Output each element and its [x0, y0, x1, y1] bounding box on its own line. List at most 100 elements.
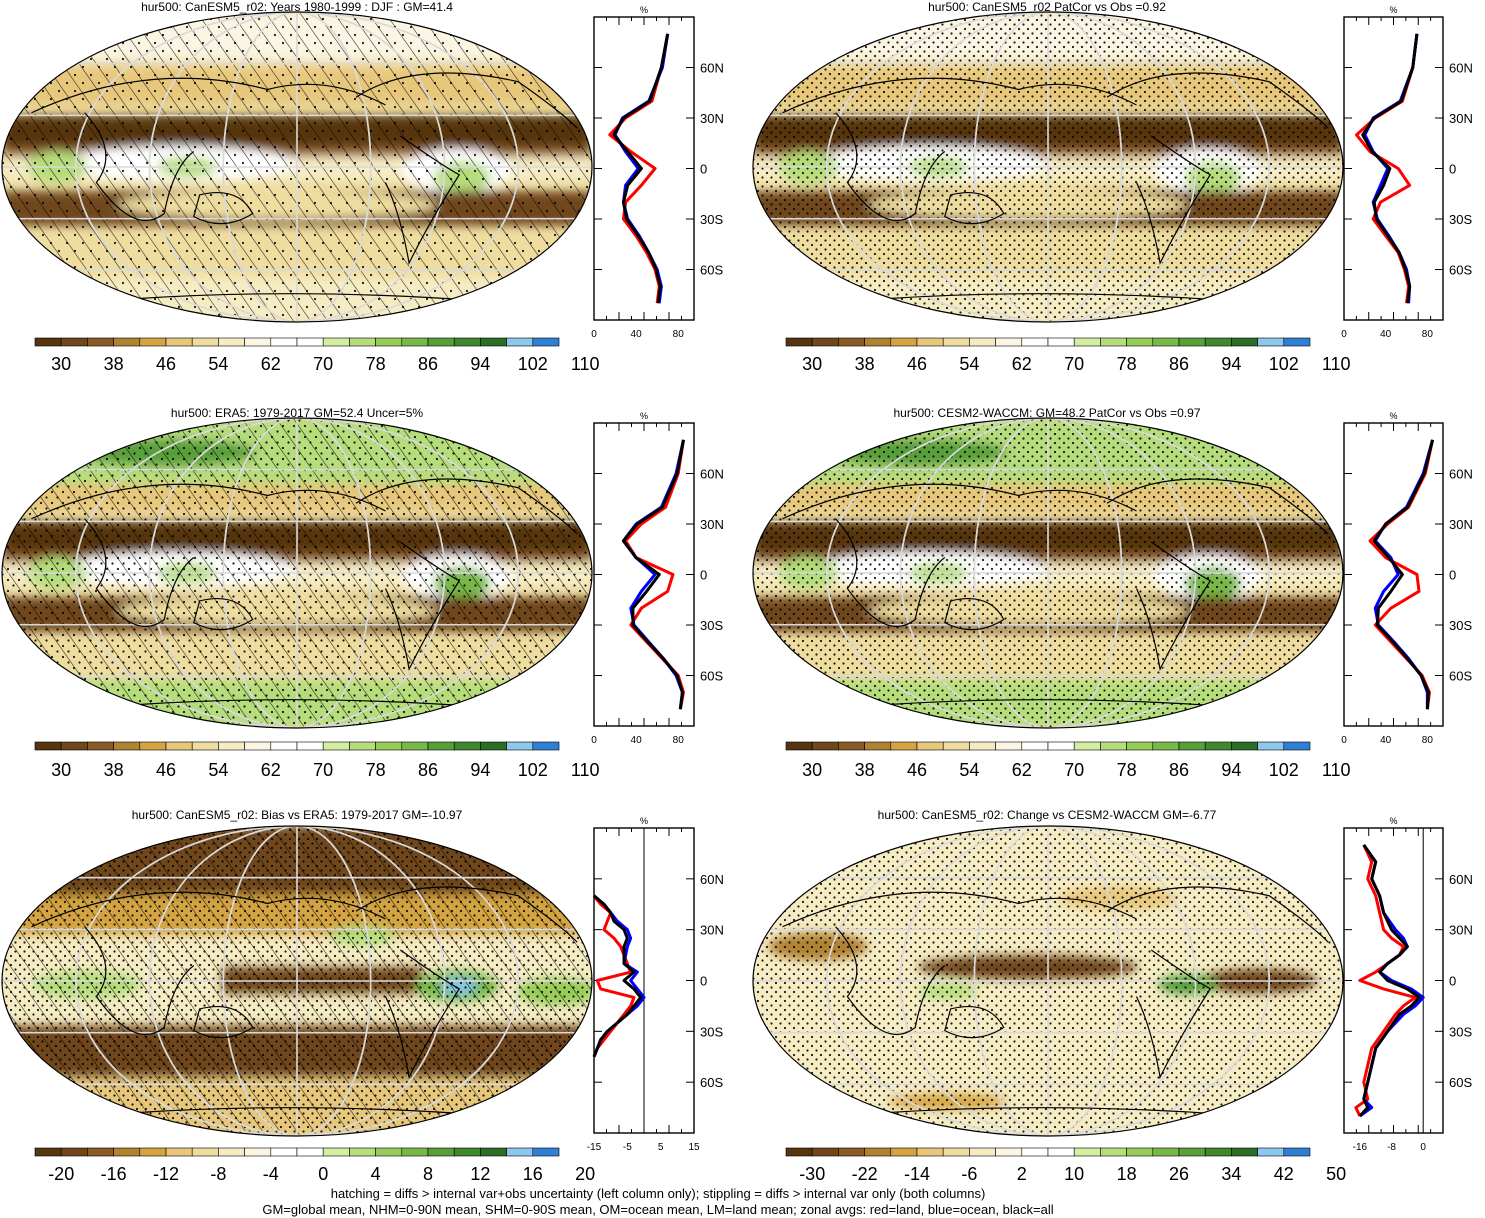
lat-tick-label: 30S [1449, 618, 1472, 633]
colorbar-swatch [785, 741, 813, 751]
colorbar-label: -16 [101, 1164, 127, 1184]
lat-tick-label: 30S [700, 618, 723, 633]
colorbar-label: 38 [104, 760, 124, 780]
colorbar-swatch [60, 1147, 88, 1157]
colorbar-label: 8 [423, 1164, 433, 1184]
colorbar-swatch [995, 1147, 1023, 1157]
colorbar-swatch [916, 741, 944, 751]
panel-title: hur500: CanESM5_r02: Change vs CESM2-WAC… [878, 808, 1217, 822]
colorbar-swatch [890, 337, 918, 347]
colorbar-label: 2 [1017, 1164, 1027, 1184]
profile-x-tick: 0 [1420, 1142, 1426, 1153]
profile-x-tick: 0 [591, 329, 597, 340]
colorbar-swatch [34, 1147, 62, 1157]
profile-x-tick: 0 [1341, 735, 1347, 746]
colorbar-swatch [1073, 741, 1101, 751]
colorbar-label: 94 [1221, 760, 1241, 780]
colorbar-swatch [1152, 337, 1180, 347]
colorbar-swatch [890, 741, 918, 751]
colorbar-swatch [1021, 1147, 1049, 1157]
profile-frame [1343, 422, 1444, 727]
panels-group: hur500: CanESM5_r02: Years 1980-1999 : D… [1, 0, 1473, 1184]
colorbar-swatch [401, 337, 429, 347]
colorbar-label: 34 [1221, 1164, 1241, 1184]
colorbar-swatch [532, 741, 560, 751]
colorbar-swatch [349, 741, 376, 751]
colorbar-label: 102 [518, 354, 548, 374]
colorbar-swatch [969, 337, 996, 347]
profile-unit: % [640, 816, 648, 826]
zonal-profile: % 0 40 80 60N 30N 0 30S 60S [591, 411, 724, 746]
colorbar-label: 62 [1012, 760, 1032, 780]
colorbar-label: 62 [261, 760, 281, 780]
profile-unit: % [1389, 5, 1397, 15]
profile-line-land [1354, 844, 1417, 1117]
colorbar-swatch [864, 337, 892, 347]
panel-4: hur500: CESM2-WACCM: GM=48.2 PatCor vs O… [752, 406, 1473, 780]
profile-line-all [592, 894, 643, 1058]
colorbar-swatch [401, 741, 429, 751]
lat-tick-label: 60N [1449, 61, 1473, 76]
colorbar-swatch [1178, 337, 1206, 347]
colorbar-label: 70 [313, 354, 333, 374]
map-field [2, 418, 592, 728]
colorbar-swatch [1231, 741, 1258, 751]
profile-x-tick: 5 [658, 1142, 664, 1153]
lat-tick-label: 30S [1449, 212, 1472, 227]
colorbar-label: -4 [263, 1164, 279, 1184]
map-field [753, 826, 1343, 1136]
lat-tick-label: 60S [700, 263, 723, 278]
colorbar-swatch [1152, 741, 1180, 751]
colorbar-swatch [1231, 337, 1258, 347]
colorbar-swatch [942, 337, 970, 347]
colorbar-swatch [427, 337, 455, 347]
colorbar-swatch [811, 1147, 839, 1157]
colorbar-label: 102 [518, 760, 548, 780]
colorbar-label: 54 [959, 760, 979, 780]
colorbar: 30 38 46 54 62 70 78 86 94 102 110 [785, 741, 1351, 780]
colorbar-swatch [1126, 741, 1154, 751]
lat-tick-label: 30N [1449, 517, 1473, 532]
colorbar-swatch [1021, 337, 1049, 347]
colorbar-label: 38 [104, 354, 124, 374]
colorbar-swatch [113, 741, 141, 751]
profile-x-tick: 0 [1341, 329, 1347, 340]
profile-x-tick: -8 [1387, 1142, 1396, 1153]
zonal-profile: % 0 40 80 60N 30N 0 30S 60S [1341, 5, 1473, 340]
profile-line-all [1358, 844, 1421, 1118]
colorbar-label: 110 [571, 354, 600, 374]
profile-frame [593, 16, 695, 321]
zonal-profile: % 0 40 80 60N 30N 0 30S 60S [591, 5, 724, 340]
lat-tick-label: 60S [700, 1075, 723, 1090]
colorbar-label: 78 [366, 760, 386, 780]
graticule [753, 418, 1343, 728]
colorbar-label: 86 [418, 354, 438, 374]
colorbar: 30 38 46 54 62 70 78 86 94 102 110 [785, 337, 1351, 374]
colorbar-swatch [506, 337, 534, 347]
colorbar-swatch [270, 337, 298, 347]
panel-title: hur500: CanESM5_r02 PatCor vs Obs =0.92 [928, 0, 1166, 14]
zonal-profile: % 0 40 80 60N 30N 0 30S 60S [1341, 411, 1473, 746]
lat-tick-label: 30N [700, 923, 724, 938]
profile-x-tick: 0 [591, 735, 597, 746]
colorbar-swatch [864, 741, 892, 751]
colorbar-swatch [427, 741, 455, 751]
colorbar-swatch [838, 1147, 865, 1157]
colorbar-swatch [244, 741, 272, 751]
lat-tick-label: 60N [700, 872, 724, 887]
colorbar-swatch [1126, 337, 1154, 347]
colorbar-label: 0 [318, 1164, 328, 1184]
profile-x-tick: 15 [688, 1142, 700, 1153]
colorbar-swatch [270, 741, 298, 751]
profile-line-land [592, 894, 636, 1058]
colorbar-swatch [1204, 741, 1232, 751]
colorbar-swatch [296, 337, 324, 347]
colorbar-swatch [113, 337, 141, 347]
zonal-profile: % -15 -5 5 15 60N 30N 0 30S 60S [587, 816, 724, 1153]
colorbar-swatch [218, 741, 245, 751]
panel-title: hur500: CESM2-WACCM: GM=48.2 PatCor vs O… [893, 406, 1200, 420]
colorbar-swatch [890, 1147, 918, 1157]
map-field [2, 12, 592, 322]
colorbar-swatch [1073, 1147, 1101, 1157]
colorbar-swatch [113, 1147, 141, 1157]
